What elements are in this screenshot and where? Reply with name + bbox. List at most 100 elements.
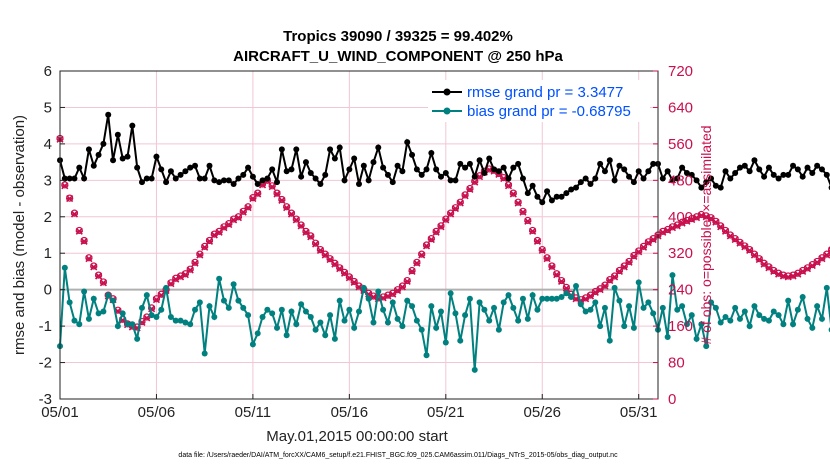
bias-point xyxy=(418,326,425,333)
bias-point xyxy=(751,303,758,310)
obs-assimilated-marker xyxy=(524,217,532,225)
bias-point xyxy=(466,295,473,302)
bias-point xyxy=(240,304,247,311)
rmse-point xyxy=(751,157,758,164)
rmse-point xyxy=(100,140,107,147)
obs-assimilated-marker xyxy=(813,258,821,266)
rmse-point xyxy=(780,171,787,178)
rmse-point xyxy=(611,177,618,184)
obs-assimilated-marker xyxy=(70,210,79,218)
rmse-point xyxy=(708,175,715,182)
obs-assimilated-marker xyxy=(422,242,431,250)
obs-assimilated-marker xyxy=(456,199,464,207)
rmse-point xyxy=(317,180,324,187)
y-tick-label: 3 xyxy=(44,172,52,189)
chart-title: Tropics 39090 / 39325 = 99.402% xyxy=(283,28,513,45)
bias-point xyxy=(799,293,806,300)
obs-possible-marker xyxy=(726,231,734,239)
obs-possible-marker xyxy=(283,203,291,211)
rmse-point xyxy=(481,170,488,177)
rmse-point xyxy=(105,111,112,118)
obs-assimilated-marker xyxy=(625,258,633,266)
obs-assimilated-marker xyxy=(765,264,773,272)
rmse-point xyxy=(129,122,136,129)
bias-point xyxy=(230,281,237,288)
obs-possible-marker xyxy=(466,184,474,193)
rmse-point xyxy=(288,166,295,173)
obs-possible-marker xyxy=(292,215,300,223)
rmse-point xyxy=(389,179,396,186)
obs-assimilated-marker xyxy=(268,183,276,191)
obs-possible-marker xyxy=(442,215,450,223)
rmse-point xyxy=(158,166,165,173)
rmse-point xyxy=(110,157,117,164)
bias-point xyxy=(409,303,416,310)
obs-possible-marker xyxy=(244,203,252,211)
bias-point xyxy=(225,304,232,311)
bias-point xyxy=(423,352,430,359)
chart-subtitle: AIRCRAFT_U_WIND_COMPONENT @ 250 hPa xyxy=(233,48,563,65)
rmse-point xyxy=(765,164,772,171)
obs-possible-marker xyxy=(181,270,189,278)
bias-point xyxy=(413,317,420,324)
obs-possible-marker xyxy=(297,221,305,229)
bias-point xyxy=(601,304,608,311)
y-right-tick-label: 400 xyxy=(668,209,693,226)
obs-possible-marker xyxy=(504,181,513,189)
rmse-line xyxy=(59,114,830,205)
rmse-point xyxy=(785,171,792,178)
rmse-point xyxy=(375,144,382,151)
bias-point xyxy=(761,315,768,322)
bias-point xyxy=(814,303,821,310)
rmse-point xyxy=(269,166,276,173)
y-tick-label: 4 xyxy=(44,136,52,153)
obs-assimilated-marker xyxy=(66,194,74,203)
bias-point xyxy=(158,306,165,313)
obs-possible-marker xyxy=(615,266,624,275)
rmse-point xyxy=(437,173,444,180)
rmse-point xyxy=(650,160,657,167)
bias-point xyxy=(664,334,671,341)
obs-possible-marker xyxy=(413,258,421,266)
bias-point xyxy=(611,284,618,291)
obs-assimilated-marker xyxy=(471,178,479,186)
rmse-point xyxy=(457,160,464,167)
bias-point xyxy=(124,321,131,328)
rmse-point xyxy=(659,175,666,182)
obs-assimilated-marker xyxy=(201,243,209,251)
rmse-point xyxy=(823,171,830,178)
bias-point xyxy=(722,314,729,320)
bias-point xyxy=(804,315,811,322)
rmse-point xyxy=(794,166,801,173)
rmse-point xyxy=(515,160,522,167)
bias-point xyxy=(563,290,570,297)
obs-assimilated-marker xyxy=(61,182,69,190)
rmse-point xyxy=(76,164,83,171)
rmse-point xyxy=(693,177,700,184)
rmse-point xyxy=(645,168,652,175)
rmse-point xyxy=(799,173,806,180)
x-tick-label: 05/06 xyxy=(138,404,176,421)
obs-assimilated-marker xyxy=(80,237,88,245)
rmse-point xyxy=(717,184,724,191)
obs-possible-marker xyxy=(760,259,768,267)
x-tick-label: 05/21 xyxy=(427,404,465,421)
obs-assimilated-marker xyxy=(297,222,305,230)
bias-point xyxy=(548,295,555,302)
rmse-point xyxy=(399,168,406,175)
bias-point xyxy=(148,312,155,319)
obs-assimilated-marker xyxy=(95,272,103,280)
obs-possible-marker xyxy=(302,227,310,235)
obs-possible-marker xyxy=(553,270,561,278)
rmse-point xyxy=(683,170,690,177)
obs-possible-marker xyxy=(422,241,431,249)
obs-assimilated-marker xyxy=(553,271,561,279)
obs-assimilated-marker xyxy=(649,235,657,244)
rmse-point xyxy=(775,175,782,182)
bias-point xyxy=(775,312,782,319)
obs-possible-marker xyxy=(461,191,469,199)
bias-point xyxy=(818,315,825,322)
bias-point xyxy=(274,324,281,331)
obs-possible-marker xyxy=(321,250,329,258)
rmse-point xyxy=(192,162,199,169)
